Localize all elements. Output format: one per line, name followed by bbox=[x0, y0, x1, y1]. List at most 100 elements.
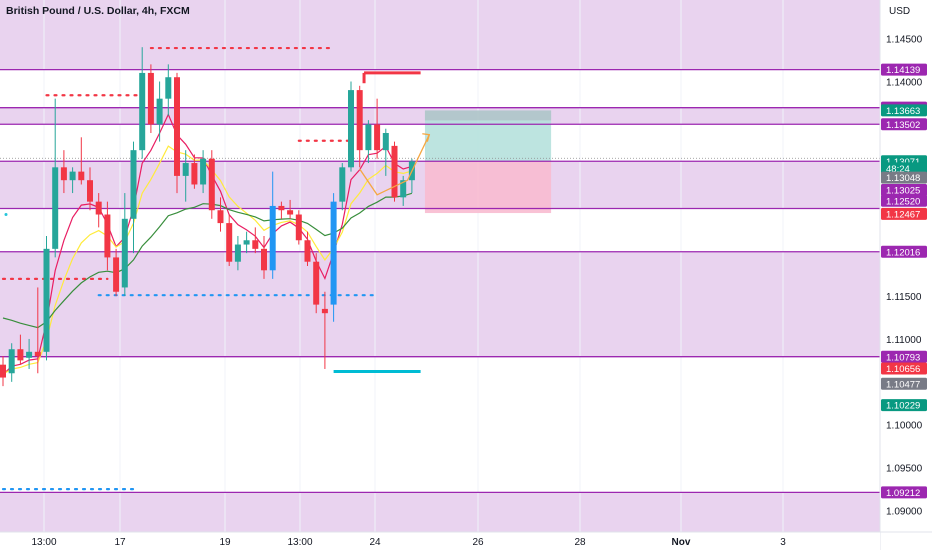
candle-body bbox=[87, 180, 93, 202]
candle-18[interactable] bbox=[156, 81, 163, 142]
candle-45[interactable] bbox=[391, 141, 398, 202]
candle-25[interactable] bbox=[217, 197, 224, 232]
price-badge-0 bbox=[881, 63, 927, 76]
candle-body bbox=[208, 158, 215, 211]
candle-body bbox=[339, 167, 346, 202]
price-badge-9 bbox=[881, 207, 927, 220]
candle-body bbox=[113, 257, 120, 292]
candle-body bbox=[60, 167, 67, 181]
candle-0[interactable] bbox=[0, 356, 6, 387]
time-tick-8: 3 bbox=[780, 537, 786, 548]
candle-14[interactable] bbox=[121, 193, 128, 297]
candle-42[interactable] bbox=[365, 120, 372, 164]
price-badge-3 bbox=[881, 118, 927, 131]
price-tick-6: 1.09000 bbox=[886, 507, 923, 518]
candle-21[interactable] bbox=[182, 150, 189, 202]
price-badge-label-9: 1.12467 bbox=[886, 209, 920, 220]
candle-26[interactable] bbox=[226, 214, 233, 266]
candle-body bbox=[234, 244, 241, 262]
candle-body bbox=[121, 218, 128, 288]
candle-13[interactable] bbox=[113, 248, 120, 297]
candle-7[interactable] bbox=[60, 150, 67, 194]
candle-1[interactable] bbox=[8, 343, 15, 382]
marker-dot bbox=[4, 213, 8, 217]
candle-20[interactable] bbox=[174, 72, 180, 194]
price-badge-7 bbox=[881, 184, 927, 197]
level-lines-group bbox=[0, 68, 880, 494]
candle-body bbox=[374, 124, 381, 151]
candle-body bbox=[243, 240, 250, 245]
candle-body bbox=[17, 349, 24, 361]
candle-41[interactable] bbox=[356, 85, 363, 168]
projection-arrow-line bbox=[359, 134, 430, 196]
candle-10[interactable] bbox=[87, 167, 93, 211]
candle-16[interactable] bbox=[139, 47, 146, 159]
candle-34[interactable] bbox=[295, 210, 302, 245]
candle-body bbox=[261, 248, 267, 271]
candle-8[interactable] bbox=[69, 167, 76, 194]
candle-36[interactable] bbox=[313, 253, 320, 314]
candle-43[interactable] bbox=[374, 98, 381, 159]
candle-body bbox=[34, 351, 41, 357]
time-axis-background bbox=[0, 532, 880, 550]
candle-body bbox=[304, 240, 311, 262]
candle-27[interactable] bbox=[234, 235, 241, 271]
candle-29[interactable] bbox=[252, 227, 259, 254]
candle-32[interactable] bbox=[278, 201, 285, 219]
candle-4[interactable] bbox=[34, 287, 41, 374]
candle-40[interactable] bbox=[348, 81, 354, 172]
candle-24[interactable] bbox=[208, 150, 215, 219]
price-tick-4: 1.10000 bbox=[886, 421, 923, 432]
candle-body bbox=[26, 351, 33, 358]
candle-37[interactable] bbox=[321, 291, 328, 369]
candle-body bbox=[295, 214, 302, 241]
zone-4 bbox=[0, 492, 880, 532]
candle-body bbox=[182, 163, 189, 176]
time-tick-7: Nov bbox=[672, 537, 691, 548]
time-tick-5: 26 bbox=[472, 537, 484, 548]
candle-38[interactable] bbox=[330, 193, 337, 322]
candle-body bbox=[156, 98, 163, 125]
candle-23[interactable] bbox=[200, 150, 207, 194]
drawings-group bbox=[333, 71, 431, 374]
candle-2[interactable] bbox=[17, 334, 24, 365]
candle-46[interactable] bbox=[400, 175, 407, 206]
currency-label: USD bbox=[889, 6, 910, 17]
candle-body bbox=[174, 77, 180, 176]
candle-body bbox=[104, 214, 111, 258]
candle-body bbox=[278, 205, 285, 211]
price-badge-15 bbox=[881, 486, 927, 499]
candle-28[interactable] bbox=[243, 231, 250, 254]
candle-body bbox=[226, 223, 233, 262]
candle-22[interactable] bbox=[191, 154, 198, 189]
candle-6[interactable] bbox=[52, 98, 59, 258]
zone-0 bbox=[0, 0, 880, 70]
zone-3 bbox=[0, 251, 880, 357]
candle-15[interactable] bbox=[130, 141, 137, 254]
candle-body bbox=[252, 240, 259, 249]
candle-12[interactable] bbox=[104, 201, 111, 271]
price-tick-2: 1.11500 bbox=[886, 292, 922, 303]
candle-33[interactable] bbox=[287, 199, 294, 219]
candle-body bbox=[165, 77, 172, 99]
time-axis-group: 13:00 17 19 13:00 24 26 28 Nov 3 bbox=[0, 531, 932, 550]
candle-9[interactable] bbox=[78, 137, 85, 185]
candle-19[interactable] bbox=[165, 64, 172, 116]
candle-body bbox=[313, 261, 320, 305]
candle-body bbox=[52, 167, 59, 249]
candle-44[interactable] bbox=[382, 128, 389, 176]
price-badge-label-13: 1.10477 bbox=[886, 379, 920, 390]
candle-17[interactable] bbox=[147, 64, 154, 133]
candle-body bbox=[356, 90, 363, 151]
price-badge-13 bbox=[881, 377, 927, 390]
candle-3[interactable] bbox=[26, 338, 33, 369]
candle-35[interactable] bbox=[304, 231, 311, 266]
candle-31[interactable] bbox=[269, 171, 276, 279]
candle-39[interactable] bbox=[339, 163, 346, 211]
candle-5[interactable] bbox=[43, 235, 50, 361]
price-badge-6 bbox=[881, 171, 927, 184]
candle-11[interactable] bbox=[95, 193, 102, 228]
candle-30[interactable] bbox=[261, 235, 267, 279]
